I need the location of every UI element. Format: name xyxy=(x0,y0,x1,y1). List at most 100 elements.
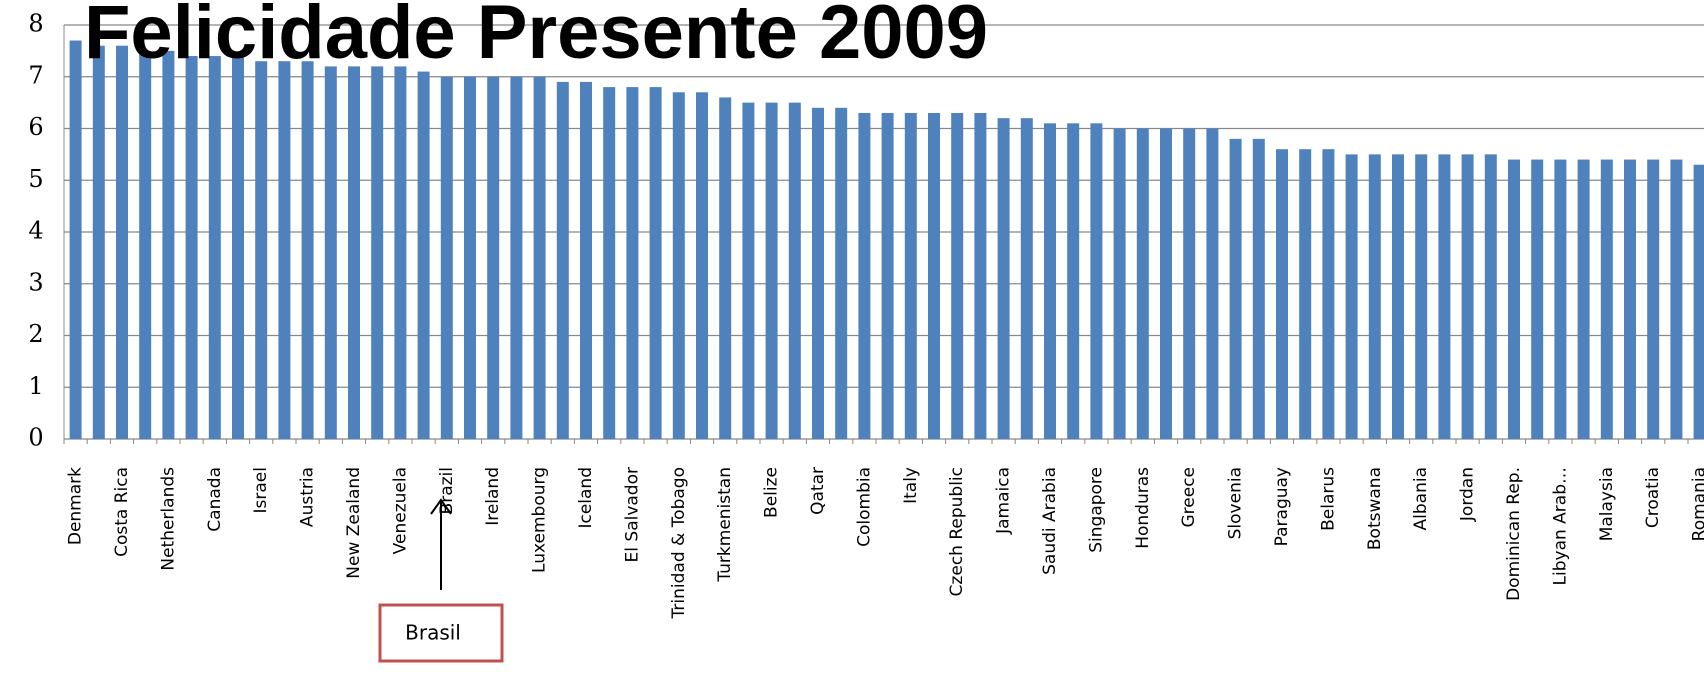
bar xyxy=(1693,164,1704,439)
chart-title: Felicidade Presente 2009 xyxy=(84,0,988,75)
bar xyxy=(626,87,639,439)
bar xyxy=(997,118,1010,440)
bar xyxy=(139,50,152,439)
bar xyxy=(69,40,82,440)
x-tick-label: Singapore xyxy=(1086,467,1106,553)
annotation: Brasil xyxy=(405,621,461,645)
bar xyxy=(1461,154,1474,439)
x-tick-label: Costa Rica xyxy=(112,467,132,557)
bar xyxy=(1299,149,1312,439)
x-tick-label: Saudi Arabia xyxy=(1040,467,1060,575)
bar xyxy=(1067,123,1080,439)
bar xyxy=(510,76,523,439)
bar xyxy=(1577,159,1590,440)
x-tick-label: Qatar xyxy=(808,467,828,515)
bar xyxy=(417,71,430,439)
plot: 0 1 2 3 4 5 6 7 8 Denmark Costa Rica Netherlands Can… xyxy=(28,10,1704,619)
bar xyxy=(371,66,384,440)
bar xyxy=(116,45,128,439)
x-tick-label: Belarus xyxy=(1318,467,1338,531)
bar xyxy=(1415,154,1428,439)
y-tick-label: 2 xyxy=(28,320,43,348)
bar xyxy=(881,112,894,439)
y-tick-label: 5 xyxy=(28,165,43,193)
bar xyxy=(440,76,453,439)
x-tick-label: Netherlands xyxy=(158,467,178,571)
x-tick-label: Italy xyxy=(901,467,921,504)
y-tick-label: 7 xyxy=(28,61,43,89)
bar xyxy=(951,112,964,439)
bar xyxy=(1647,159,1660,440)
bar xyxy=(835,107,848,440)
bar xyxy=(904,112,917,439)
x-tick-label: Turkmenistan xyxy=(715,467,735,583)
bar xyxy=(278,61,291,439)
x-tick-label: Albania xyxy=(1411,467,1431,530)
bar xyxy=(208,56,221,440)
x-tick-label: Croatia xyxy=(1643,467,1663,528)
x-tick-label: Czech Republic xyxy=(947,467,967,596)
x-tick-label: Greece xyxy=(1179,467,1199,528)
bar xyxy=(1624,159,1636,440)
bar xyxy=(788,102,801,439)
x-tick-label: Canada xyxy=(205,467,225,532)
bar xyxy=(1600,159,1613,440)
bar xyxy=(672,92,685,440)
x-tick-label: Belize xyxy=(762,467,782,518)
bar xyxy=(649,87,662,439)
x-tick-label: Libyan Arab… xyxy=(1550,467,1570,585)
x-tick-label: Paraguay xyxy=(1272,467,1292,546)
bar xyxy=(1322,149,1335,439)
bar xyxy=(394,66,407,440)
bar xyxy=(1206,128,1219,439)
y-tick-label: 3 xyxy=(28,268,43,296)
bar xyxy=(974,112,987,439)
bar xyxy=(232,56,244,440)
bar xyxy=(1531,159,1544,440)
bar xyxy=(603,87,616,439)
x-tick-label: Iceland xyxy=(576,467,596,529)
bar xyxy=(1020,118,1033,440)
bar xyxy=(928,112,940,439)
x-tick-label: Slovenia xyxy=(1226,467,1246,539)
bar xyxy=(719,97,732,439)
bar xyxy=(92,45,105,439)
bar xyxy=(812,107,824,440)
bar xyxy=(1368,154,1381,439)
y-tick-label: 6 xyxy=(28,113,43,141)
bar xyxy=(1670,159,1683,440)
bar xyxy=(1044,123,1056,439)
bar xyxy=(1183,128,1196,439)
y-tick-label: 0 xyxy=(28,424,43,452)
bar xyxy=(324,66,337,440)
x-tick-label: Honduras xyxy=(1133,467,1153,549)
bar xyxy=(580,81,592,440)
annotation-box xyxy=(378,603,504,663)
bar xyxy=(765,102,778,439)
bar xyxy=(1345,154,1358,439)
bar xyxy=(301,61,314,439)
bar xyxy=(1392,154,1404,439)
x-tick-label: Colombia xyxy=(854,467,874,547)
bar xyxy=(185,56,198,440)
y-tick-label: 1 xyxy=(28,372,43,400)
bar xyxy=(1276,149,1288,439)
y-tick-label: 4 xyxy=(28,217,43,245)
x-tick-label: Israel xyxy=(251,467,271,513)
bar xyxy=(696,92,708,440)
bar xyxy=(1508,159,1520,440)
bar xyxy=(1229,138,1242,439)
bar xyxy=(255,61,268,439)
bar xyxy=(487,76,500,439)
bar xyxy=(858,112,871,439)
bar xyxy=(1160,128,1172,439)
x-tick-label: New Zealand xyxy=(344,467,364,579)
x-tick-label: Jordan xyxy=(1458,467,1478,522)
bar xyxy=(1252,138,1265,439)
x-tick-label: El Salvador xyxy=(622,467,642,562)
x-tick-label: Dominican Rep. xyxy=(1504,467,1524,601)
bar xyxy=(1484,154,1497,439)
y-tick-label: 8 xyxy=(28,10,43,38)
